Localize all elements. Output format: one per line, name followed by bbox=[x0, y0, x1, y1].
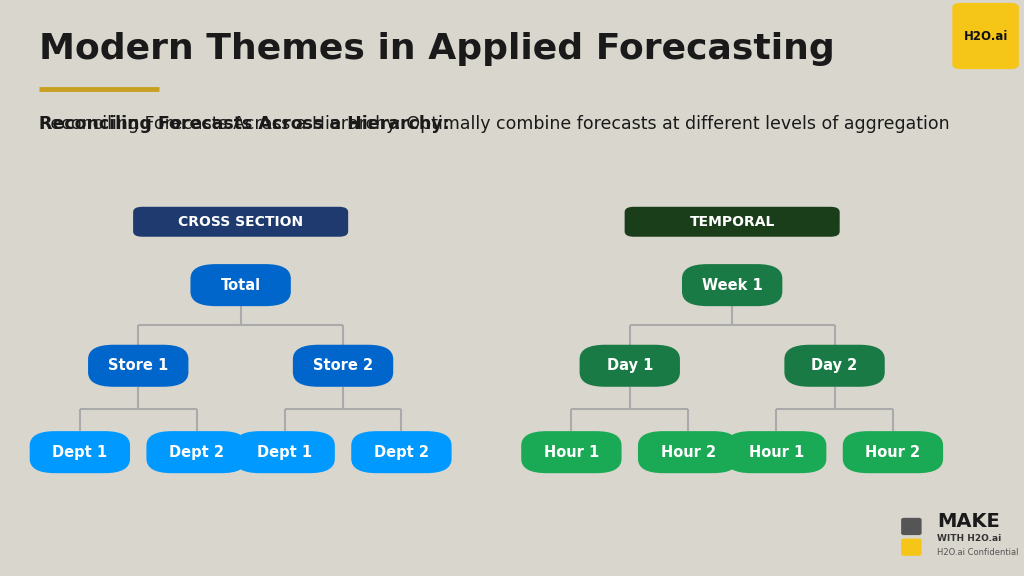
Text: Hour 2: Hour 2 bbox=[865, 445, 921, 460]
FancyBboxPatch shape bbox=[952, 3, 1019, 69]
Text: Total: Total bbox=[220, 278, 261, 293]
Text: Store 2: Store 2 bbox=[313, 358, 373, 373]
FancyBboxPatch shape bbox=[682, 264, 782, 306]
Text: TEMPORAL: TEMPORAL bbox=[689, 215, 775, 229]
Text: Dept 1: Dept 1 bbox=[52, 445, 108, 460]
Text: Day 2: Day 2 bbox=[811, 358, 858, 373]
FancyBboxPatch shape bbox=[133, 207, 348, 237]
FancyBboxPatch shape bbox=[521, 431, 622, 473]
Text: Modern Themes in Applied Forecasting: Modern Themes in Applied Forecasting bbox=[39, 32, 835, 66]
Text: Day 1: Day 1 bbox=[606, 358, 653, 373]
FancyBboxPatch shape bbox=[901, 539, 922, 556]
FancyBboxPatch shape bbox=[190, 264, 291, 306]
Text: H2O.ai Confidential: H2O.ai Confidential bbox=[937, 548, 1019, 558]
Text: Hour 2: Hour 2 bbox=[660, 445, 716, 460]
Text: Dept 1: Dept 1 bbox=[257, 445, 312, 460]
FancyBboxPatch shape bbox=[784, 344, 885, 387]
FancyBboxPatch shape bbox=[726, 431, 826, 473]
Text: CROSS SECTION: CROSS SECTION bbox=[178, 215, 303, 229]
Text: Store 1: Store 1 bbox=[109, 358, 168, 373]
Text: Hour 1: Hour 1 bbox=[544, 445, 599, 460]
FancyBboxPatch shape bbox=[146, 431, 247, 473]
FancyBboxPatch shape bbox=[88, 344, 188, 387]
FancyBboxPatch shape bbox=[638, 431, 738, 473]
FancyBboxPatch shape bbox=[901, 518, 922, 535]
Text: WITH H2O.ai: WITH H2O.ai bbox=[937, 534, 1001, 543]
FancyBboxPatch shape bbox=[625, 207, 840, 237]
Text: Hour 1: Hour 1 bbox=[749, 445, 804, 460]
Text: Reconciling Forecasts Across a Hierarchy: Optimally combine forecasts at differe: Reconciling Forecasts Across a Hierarchy… bbox=[39, 115, 949, 133]
FancyBboxPatch shape bbox=[351, 431, 452, 473]
Text: H2O.ai: H2O.ai bbox=[964, 29, 1008, 43]
Text: Dept 2: Dept 2 bbox=[374, 445, 429, 460]
FancyBboxPatch shape bbox=[234, 431, 335, 473]
Text: Week 1: Week 1 bbox=[701, 278, 763, 293]
Text: MAKE: MAKE bbox=[937, 512, 999, 530]
FancyBboxPatch shape bbox=[843, 431, 943, 473]
Text: Dept 2: Dept 2 bbox=[169, 445, 224, 460]
FancyBboxPatch shape bbox=[293, 344, 393, 387]
Text: Reconciling Forecasts Across a Hierarchy:: Reconciling Forecasts Across a Hierarchy… bbox=[39, 115, 450, 133]
FancyBboxPatch shape bbox=[30, 431, 130, 473]
FancyBboxPatch shape bbox=[580, 344, 680, 387]
